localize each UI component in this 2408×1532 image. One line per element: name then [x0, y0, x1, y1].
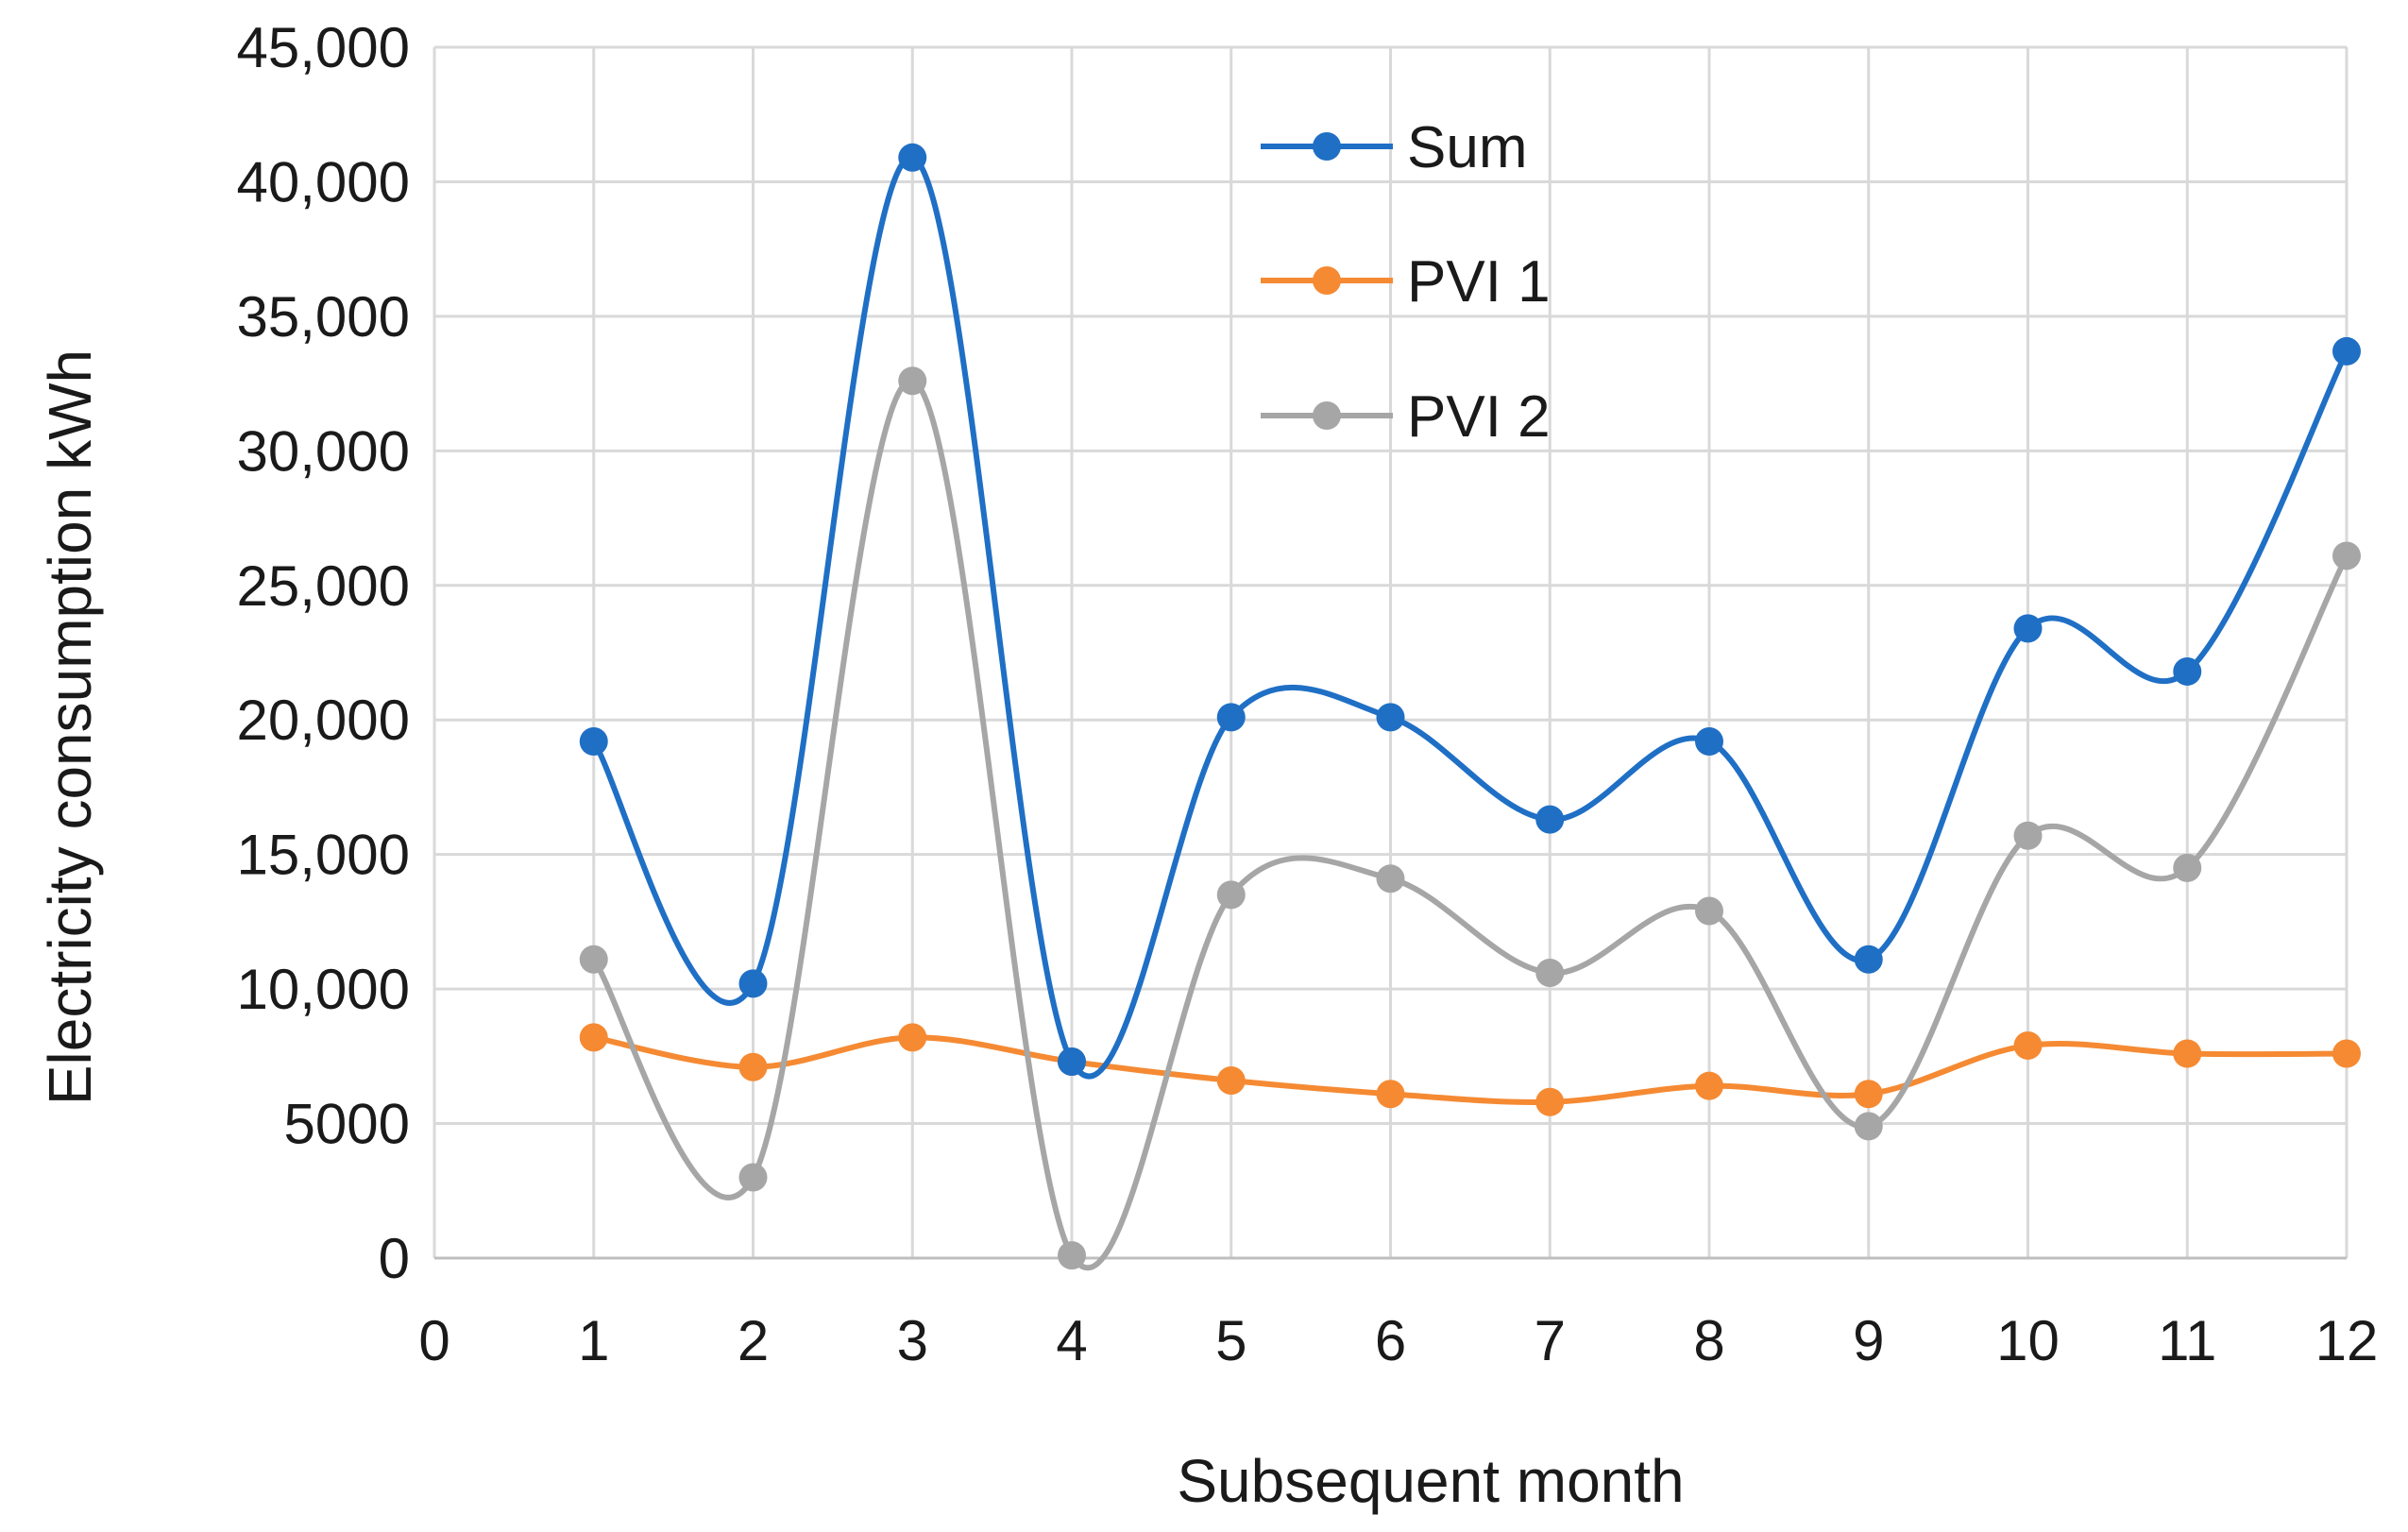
y-axis-title: Electricity consumption kWh [36, 349, 104, 1105]
x-tick-label: 5 [1215, 1309, 1246, 1372]
data-point [1216, 703, 1246, 732]
data-point [1854, 945, 1883, 974]
y-tick-label: 0 [379, 1227, 410, 1290]
x-tick-label: 7 [1535, 1309, 1566, 1372]
data-point [738, 969, 768, 998]
x-tick-label: 6 [1375, 1309, 1406, 1372]
legend-label: PVI 1 [1407, 249, 1551, 315]
legend-item-sum: Sum [1261, 115, 1527, 180]
series-line [590, 378, 2349, 1270]
y-tick-label: 15,000 [236, 824, 410, 887]
legend-item-pvi-1: PVI 1 [1261, 249, 1551, 315]
data-point [2332, 541, 2361, 570]
legend-item-pvi-2: PVI 2 [1261, 384, 1551, 450]
data-point [1058, 1047, 1086, 1077]
y-tick-label: 10,000 [236, 958, 410, 1021]
data-point [2332, 336, 2361, 366]
data-point [738, 1163, 768, 1192]
y-tick-label: 30,000 [236, 419, 410, 483]
legend-marker [1313, 132, 1341, 161]
data-point [1058, 1241, 1086, 1270]
data-point [1695, 1071, 1723, 1100]
data-point [1695, 727, 1723, 757]
series-sum [579, 143, 2361, 1080]
legend-marker [1313, 266, 1341, 295]
data-point [2013, 614, 2043, 643]
data-point [1216, 1065, 1246, 1095]
legend-marker [1313, 401, 1341, 430]
legend: Sum PVI 1 PVI 2 [1261, 115, 1551, 450]
x-axis-ticks: 0 1 2 3 4 5 6 7 8 9 10 11 12 [418, 1309, 2378, 1372]
data-point [738, 1052, 768, 1081]
y-tick-label: 20,000 [236, 689, 410, 752]
x-tick-label: 9 [1853, 1309, 1884, 1372]
data-point [1216, 880, 1246, 910]
y-tick-label: 40,000 [236, 150, 410, 213]
data-point [1376, 703, 1405, 732]
series-lines [579, 143, 2361, 1270]
legend-label: Sum [1407, 115, 1527, 180]
x-axis-title: Subsequent month [1177, 1447, 1684, 1515]
data-point [579, 727, 608, 757]
data-point [1535, 805, 1565, 834]
data-point [579, 1023, 608, 1052]
series-line [590, 1034, 2349, 1105]
x-tick-label: 12 [2315, 1309, 2379, 1372]
x-tick-label: 10 [1996, 1309, 2060, 1372]
data-point [1376, 864, 1405, 894]
data-point [1535, 1087, 1565, 1116]
data-point [1376, 1080, 1405, 1109]
x-tick-label: 11 [2158, 1309, 2216, 1372]
data-point [2173, 853, 2202, 882]
x-tick-label: 8 [1693, 1309, 1724, 1372]
y-tick-label: 35,000 [236, 285, 410, 349]
data-point [2332, 1039, 2361, 1068]
grid [432, 45, 2349, 1260]
data-point [2013, 821, 2043, 850]
data-point [898, 143, 927, 172]
series-pvi-2 [579, 366, 2361, 1270]
x-tick-label: 3 [897, 1309, 928, 1372]
data-point [1695, 896, 1723, 926]
data-point [2173, 1039, 2202, 1068]
y-axis-ticks: 0 5000 10,000 15,000 20,000 25,000 30,000 35,00… [236, 16, 410, 1290]
data-point [1854, 1112, 1883, 1141]
series-pvi-1 [579, 1023, 2361, 1116]
data-point [1854, 1080, 1883, 1109]
y-tick-label: 5000 [284, 1093, 410, 1156]
x-tick-label: 4 [1056, 1309, 1087, 1372]
y-tick-label: 25,000 [236, 554, 410, 618]
data-point [2013, 1030, 2043, 1060]
y-tick-label: 45,000 [236, 16, 410, 79]
data-point [898, 366, 927, 396]
data-point [579, 945, 608, 974]
x-tick-label: 0 [418, 1309, 449, 1372]
data-point [2173, 656, 2202, 686]
x-tick-label: 1 [578, 1309, 609, 1372]
data-point [898, 1023, 927, 1052]
legend-label: PVI 2 [1407, 384, 1551, 450]
x-tick-label: 2 [738, 1309, 769, 1372]
data-point [1535, 959, 1565, 988]
